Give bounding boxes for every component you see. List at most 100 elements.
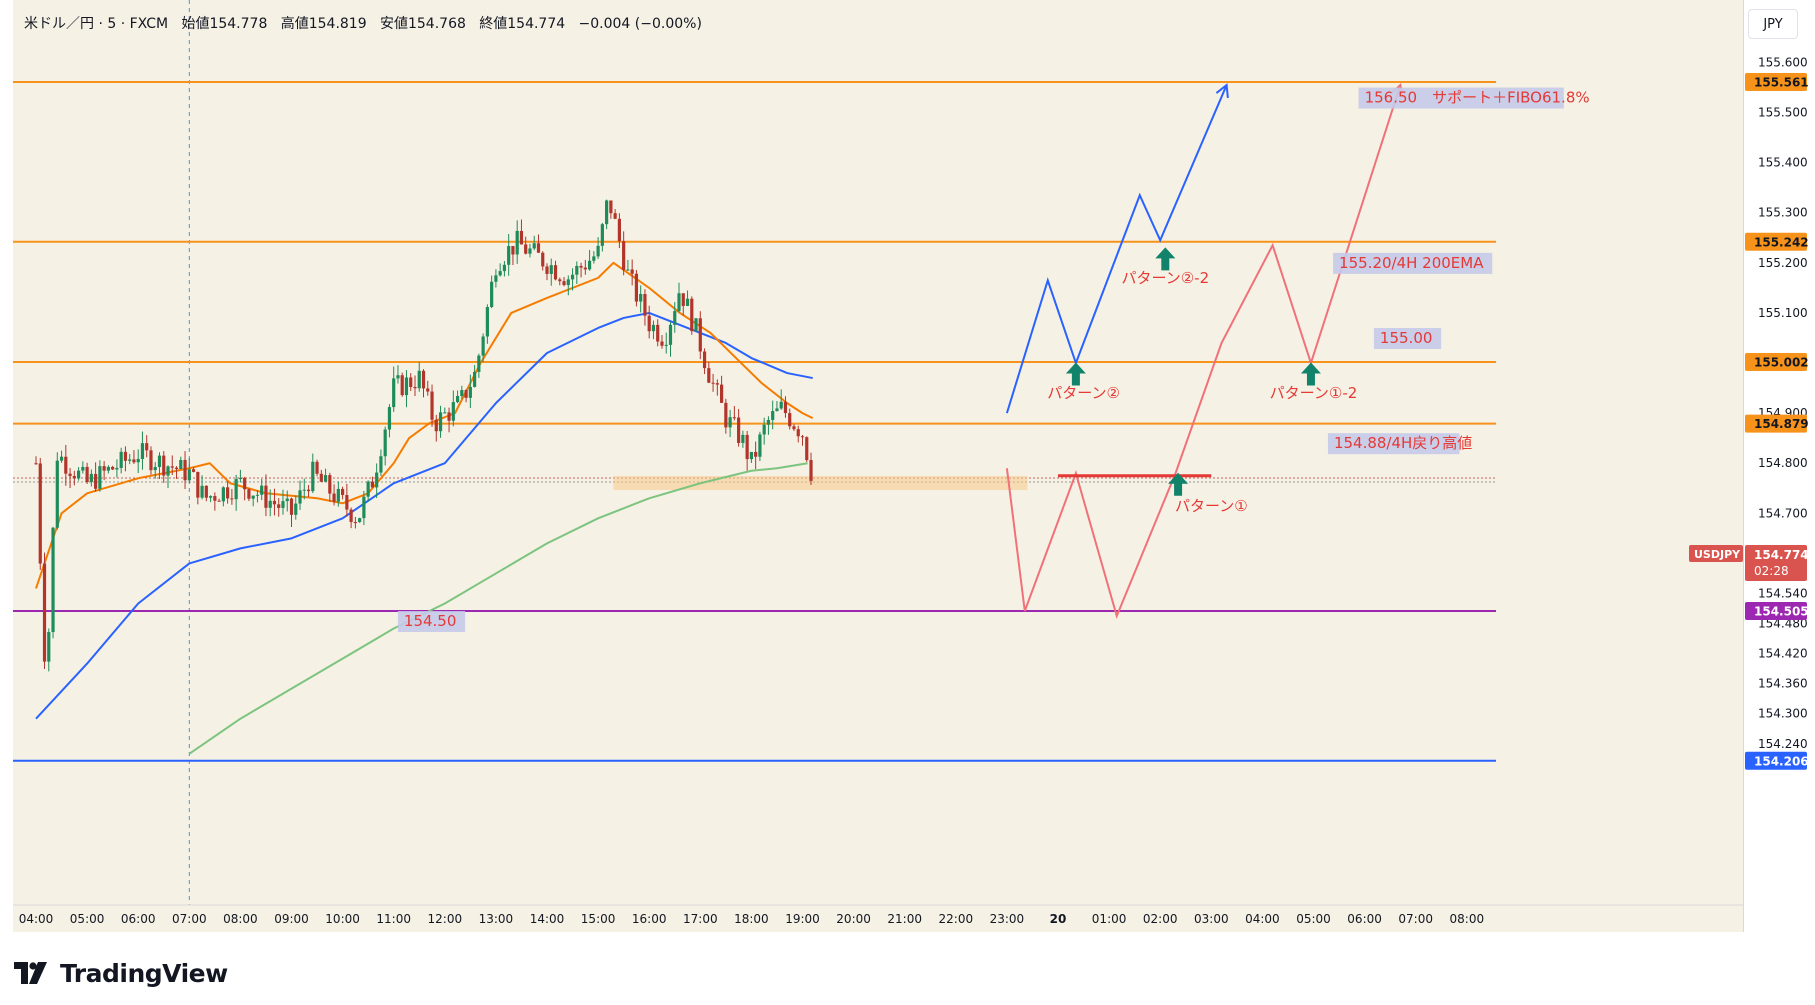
price-mark-box — [1745, 414, 1807, 433]
chart-plot-area[interactable] — [13, 0, 1743, 932]
candle-body — [583, 267, 587, 270]
candle-body — [660, 341, 664, 346]
candle-body — [230, 498, 234, 500]
price-mark-label: 154.879 — [1754, 417, 1809, 431]
x-tick-label: 15:00 — [581, 912, 616, 926]
price-axis[interactable] — [1743, 0, 1815, 932]
candle-body — [260, 485, 264, 495]
high-label: 高値 — [280, 16, 309, 32]
symbol-name[interactable]: 米ドル／円 · 5 · FXCM — [24, 16, 169, 32]
candle-body — [783, 401, 788, 414]
x-tick-label: 06:00 — [1347, 912, 1382, 926]
candle-body — [622, 241, 626, 270]
y-tick-label: 154.420 — [1758, 647, 1808, 661]
tradingview-logo[interactable]: TradingView — [14, 958, 228, 988]
symbol-tag: USDJPY — [1694, 548, 1741, 561]
candle-body — [677, 293, 681, 312]
currency-button[interactable]: JPY — [1748, 9, 1798, 39]
brand-name: TradingView — [60, 958, 228, 988]
candle-body — [366, 481, 370, 497]
candle-body — [673, 311, 677, 325]
pattern-label-1: パターン②-2 — [1121, 269, 1209, 287]
x-tick-label: 14:00 — [530, 912, 565, 926]
y-tick-label: 154.800 — [1758, 456, 1808, 470]
scenario-paths — [1005, 83, 1404, 620]
price-marks: 155.561 155.242 155.002 154.879 154.505 154.2… — [1689, 73, 1809, 770]
candle-body — [715, 383, 719, 385]
candle-body — [562, 281, 566, 286]
candle-body — [64, 456, 68, 474]
candle-body — [200, 485, 204, 498]
candle-body — [464, 390, 468, 398]
candle-body — [370, 481, 375, 488]
candle-body — [536, 243, 541, 253]
annotation-label-1: 155.20/4H 200EMA — [1339, 254, 1484, 272]
y-tick-label: 154.360 — [1758, 677, 1808, 691]
candle-body — [255, 494, 260, 496]
candle-body — [664, 344, 668, 346]
candle-body — [298, 490, 302, 504]
x-tick-label: 01:00 — [1092, 912, 1127, 926]
x-tick-label: 08:00 — [1450, 912, 1485, 926]
candle-body — [179, 459, 183, 470]
symbol-tag-box — [1689, 545, 1743, 562]
candle-body — [630, 269, 634, 274]
price-mark-label: 155.561 — [1754, 76, 1809, 90]
candle-body — [613, 213, 617, 219]
candle-body — [609, 200, 613, 214]
x-tick-label: 16:00 — [632, 912, 667, 926]
candle-body — [183, 459, 187, 481]
candle-body — [707, 368, 711, 383]
x-tick-label: 04:00 — [19, 912, 54, 926]
candle-body — [157, 455, 162, 468]
candle-body — [724, 402, 728, 428]
candle-body — [792, 426, 796, 430]
candle-body — [711, 382, 715, 384]
open-value: 154.778 — [209, 16, 268, 32]
candle-body — [34, 463, 38, 465]
candle-body — [187, 469, 191, 481]
candle-body — [643, 294, 647, 316]
candle-body — [681, 293, 685, 306]
y-tick-label: 154.240 — [1758, 737, 1808, 751]
candle-body — [268, 500, 272, 508]
x-tick-label: 05:00 — [70, 912, 105, 926]
y-tick-label: 155.100 — [1758, 306, 1808, 320]
candle-body — [805, 437, 809, 461]
candle-body — [311, 461, 315, 492]
candle-body — [217, 500, 221, 502]
candle-body — [72, 476, 76, 479]
candle-body — [294, 503, 298, 515]
candle-body — [596, 245, 600, 257]
high-value: 154.819 — [308, 16, 367, 32]
candle-body — [558, 279, 562, 282]
pattern-label-3: パターン① — [1175, 497, 1248, 515]
candle-body — [532, 243, 536, 249]
candle-body — [438, 412, 443, 432]
y-tick-label: 155.600 — [1758, 55, 1808, 69]
candle-body — [336, 488, 340, 502]
candle-body — [455, 395, 460, 403]
candle-body — [528, 248, 532, 254]
candle-body — [111, 466, 115, 470]
x-tick-label: 12:00 — [428, 912, 463, 926]
candle-body — [55, 460, 59, 528]
x-tick-label: 07:00 — [1398, 912, 1433, 926]
candle-body — [651, 324, 656, 332]
candle-body — [719, 384, 724, 403]
candle-body — [285, 498, 289, 502]
ema-long-line — [188, 462, 808, 755]
candle-body — [417, 370, 421, 389]
price-mark-box — [1745, 602, 1807, 620]
candle-body — [766, 419, 771, 425]
candle-body — [592, 256, 596, 261]
candle-body — [694, 318, 698, 332]
candle-body — [788, 413, 792, 427]
symbol-header: 米ドル／円 · 5 · FXCM 始値154.778 高値154.819 安値1… — [24, 13, 702, 33]
y-tick-label: 155.400 — [1758, 156, 1808, 170]
candle-body — [59, 456, 64, 461]
candle-body — [409, 377, 413, 388]
candle-body — [758, 434, 762, 457]
candle-body — [362, 496, 366, 519]
candle-body — [570, 274, 575, 280]
